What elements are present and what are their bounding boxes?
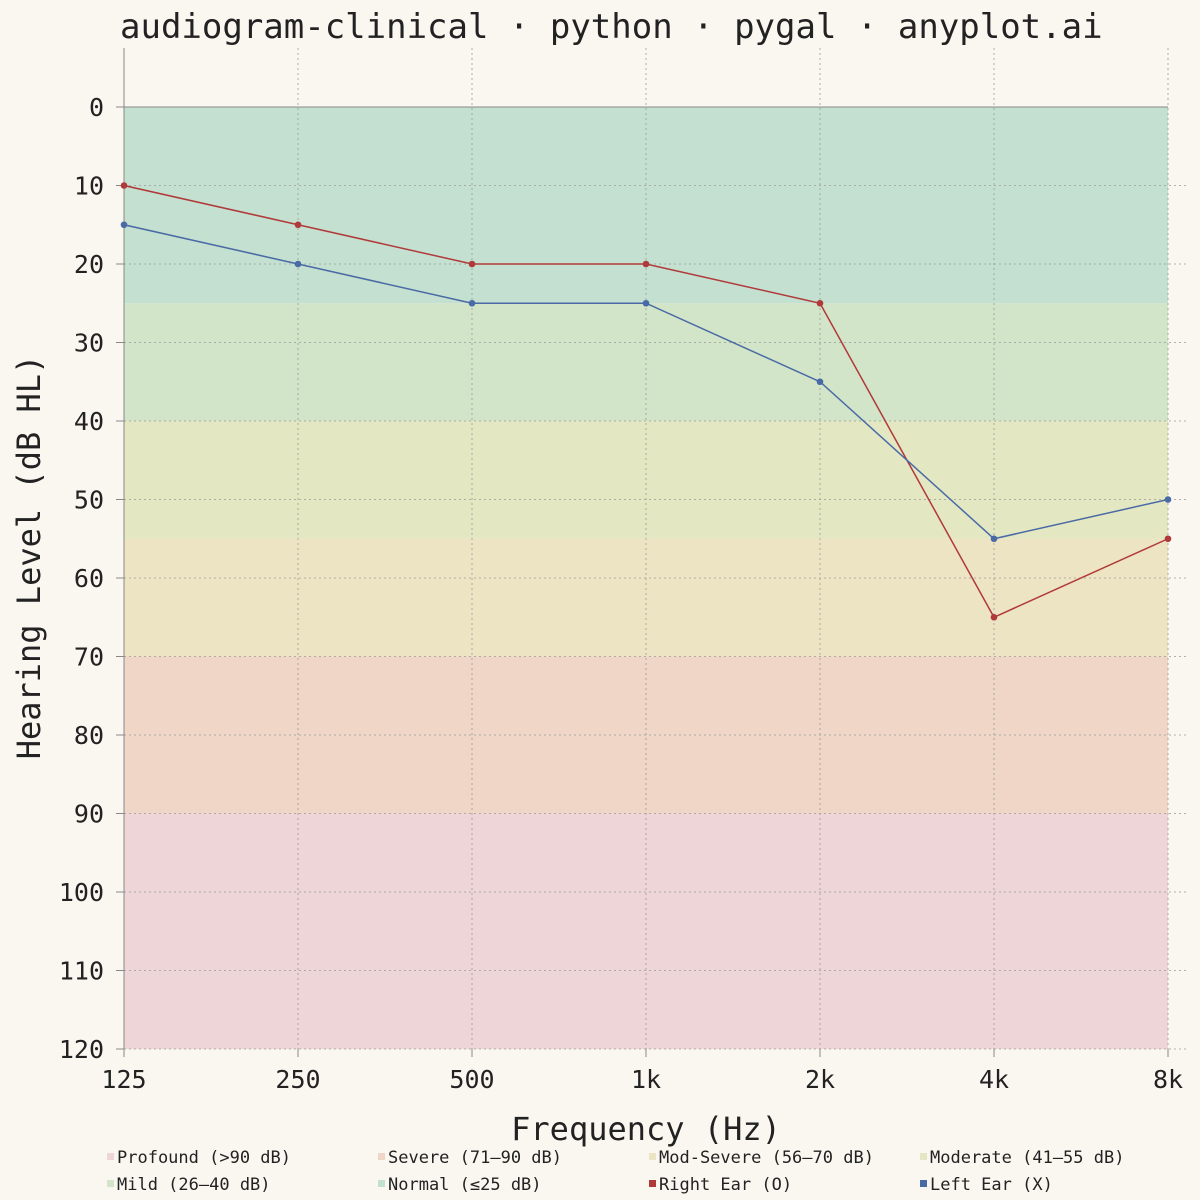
legend-label-1: Severe (71–90 dB): [388, 1148, 562, 1168]
legend-swatch-2: [649, 1153, 656, 1160]
y-tick-label-9: 90: [74, 800, 104, 829]
series-0-point-4: [816, 299, 824, 307]
legend-label-4: Mild (26–40 dB): [117, 1175, 271, 1195]
y-tick-label-4: 40: [74, 407, 104, 436]
series-group: [120, 182, 1172, 621]
series-1-point-0: [120, 221, 128, 229]
series-0-point-2: [468, 260, 476, 268]
series-1-point-2: [468, 299, 476, 307]
legend-label-7: Left Ear (X): [930, 1175, 1053, 1195]
x-axis-title: Frequency (Hz): [511, 1110, 781, 1148]
x-tick-label-0: 125: [101, 1065, 146, 1094]
chart-title: audiogram-clinical · python · pygal · an…: [120, 7, 1103, 47]
axes: [116, 48, 1169, 1057]
legend-swatch-6: [649, 1180, 656, 1187]
series-0-point-1: [294, 221, 302, 229]
y-tick-label-8: 80: [74, 721, 104, 750]
series-0-point-0: [120, 182, 128, 189]
legend-label-6: Right Ear (O): [659, 1175, 792, 1195]
y-tick-label-3: 30: [74, 329, 104, 358]
y-tick-label-7: 70: [74, 643, 104, 672]
band-4: [124, 303, 1168, 421]
x-tick-label-6: 8k: [1153, 1065, 1183, 1094]
x-tick-label-4: 2k: [805, 1065, 835, 1094]
series-1-point-4: [816, 378, 824, 386]
x-tick-label-2: 500: [449, 1065, 494, 1094]
legend-label-5: Normal (≤25 dB): [388, 1175, 542, 1195]
series-1-point-5: [990, 535, 998, 543]
y-tick-label-10: 100: [59, 878, 104, 907]
y-tick-label-5: 50: [74, 486, 104, 515]
x-tick-label-5: 4k: [979, 1065, 1009, 1094]
series-1-point-6: [1164, 496, 1172, 503]
legend-swatch-4: [107, 1180, 114, 1187]
y-axis-title: Hearing Level (dB HL): [10, 355, 48, 760]
legend-label-0: Profound (>90 dB): [117, 1148, 291, 1168]
series-1-point-1: [294, 260, 302, 268]
series-1-point-3: [642, 299, 650, 307]
legend: Profound (>90 dB) Severe (71–90 dB) Mod-Se…: [107, 1148, 1124, 1195]
series-0-point-3: [642, 260, 650, 268]
series-0-point-6: [1164, 535, 1172, 543]
y-tick-label-2: 20: [74, 250, 104, 279]
y-tick-label-0: 0: [89, 93, 104, 122]
legend-swatch-0: [107, 1153, 114, 1160]
y-tick-label-12: 120: [59, 1035, 104, 1064]
y-tick-label-11: 110: [59, 957, 104, 986]
y-tick-label-6: 60: [74, 564, 104, 593]
legend-swatch-3: [920, 1153, 927, 1160]
x-tick-label-3: 1k: [631, 1065, 661, 1094]
y-tick-label-1: 10: [74, 172, 104, 201]
legend-swatch-7: [920, 1180, 927, 1187]
legend-label-2: Mod-Severe (56–70 dB): [659, 1148, 874, 1168]
x-tick-label-1: 250: [275, 1065, 320, 1094]
legend-swatch-5: [378, 1180, 385, 1187]
legend-label-3: Moderate (41–55 dB): [930, 1148, 1124, 1168]
legend-swatch-1: [378, 1153, 385, 1160]
series-0-point-5: [990, 613, 998, 621]
